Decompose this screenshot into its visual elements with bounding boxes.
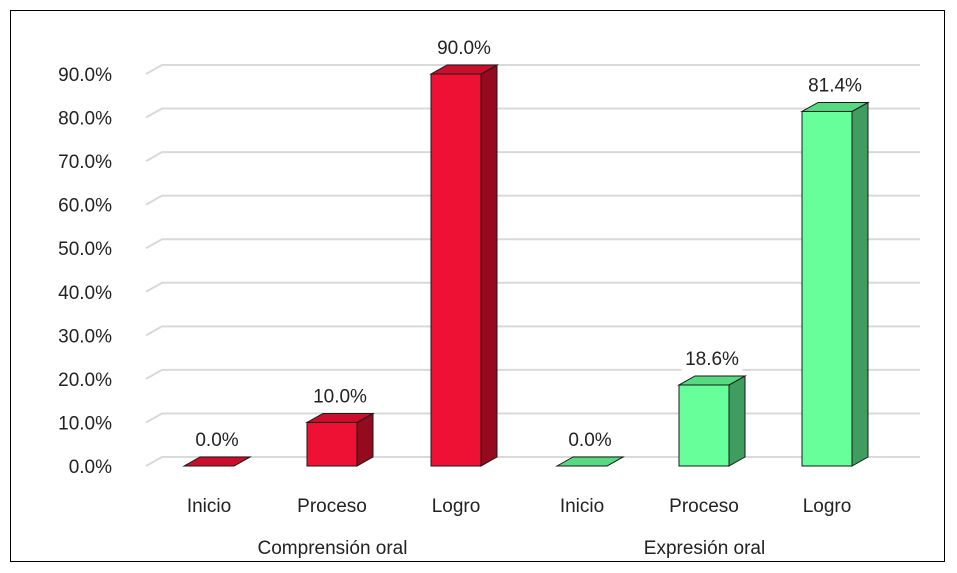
data-label-text: 10.0% — [313, 386, 367, 407]
gridline — [145, 238, 920, 250]
data-label-bg — [191, 427, 243, 452]
y-tick-label: 10.0% — [58, 413, 112, 434]
bar — [429, 64, 499, 467]
y-tick-label: 50.0% — [58, 239, 112, 260]
y-tick-label: 70.0% — [58, 152, 112, 173]
data-label-bg — [681, 345, 743, 371]
y-tick-label: 30.0% — [58, 326, 112, 347]
y-tick-label: 90.0% — [58, 65, 112, 86]
gridline — [145, 325, 920, 337]
x-category-label: Logro — [432, 496, 481, 517]
y-axis: 0.0% 10.0% 20.0% 30.0% 40.0% 50.0% 60.0% 70.0% 8… — [58, 65, 112, 478]
bars — [182, 64, 870, 467]
gridline — [145, 64, 920, 75]
x-category-label: Proceso — [669, 496, 739, 517]
bar-front — [801, 110, 853, 467]
x-group-label: Expresión oral — [644, 538, 765, 559]
bar — [555, 456, 625, 467]
data-label: 10.0% — [309, 383, 371, 409]
x-category-label: Inicio — [560, 496, 604, 517]
gridline — [145, 194, 920, 206]
y-tick-label: 0.0% — [69, 457, 112, 478]
gridline — [145, 151, 920, 162]
bar-front — [430, 73, 482, 467]
y-tick-label: 80.0% — [58, 109, 112, 130]
x-group-label: Comprensión oral — [258, 538, 408, 559]
y-tick-label: 40.0% — [58, 283, 112, 304]
y-tick-label: 20.0% — [58, 370, 112, 391]
gridline — [145, 456, 920, 467]
data-label-bg — [804, 72, 866, 98]
bar-side — [480, 64, 498, 467]
data-label: 81.4% — [804, 72, 866, 98]
data-label-bg — [564, 427, 616, 452]
bar — [305, 412, 375, 467]
data-label: 0.0% — [191, 427, 243, 452]
data-label-bg — [309, 383, 371, 409]
gridlines — [145, 64, 920, 467]
data-labels: 0.0% 10.0% 90.0% 0.0% 18.6% 81.4% — [191, 35, 866, 452]
gridline — [145, 412, 920, 424]
x-category-label: Proceso — [297, 496, 367, 517]
x-category-label: Inicio — [187, 496, 231, 517]
data-label: 0.0% — [564, 427, 616, 452]
data-label-bg — [433, 35, 495, 60]
data-label-text: 0.0% — [568, 430, 611, 451]
bar — [800, 101, 870, 467]
bar — [182, 456, 252, 467]
data-label: 90.0% — [433, 35, 495, 60]
x-axis: Inicio Proceso Logro Comprensión oral Inicio… — [187, 496, 851, 559]
x-category-label: Logro — [803, 496, 852, 517]
data-label-text: 90.0% — [437, 38, 491, 59]
bar-side — [728, 375, 746, 467]
y-tick-label: 60.0% — [58, 196, 112, 217]
bar-front — [306, 421, 358, 467]
data-label-text: 81.4% — [808, 75, 862, 96]
data-label: 18.6% — [681, 345, 743, 371]
gridline — [145, 107, 920, 119]
bar — [677, 375, 747, 467]
bar-top — [182, 456, 252, 467]
bar-top — [555, 456, 625, 467]
bar-side — [851, 101, 869, 467]
gridline — [145, 368, 920, 380]
data-label-text: 0.0% — [195, 430, 238, 451]
gridline — [145, 281, 920, 293]
data-label-text: 18.6% — [685, 349, 739, 370]
bar-front — [678, 384, 730, 467]
